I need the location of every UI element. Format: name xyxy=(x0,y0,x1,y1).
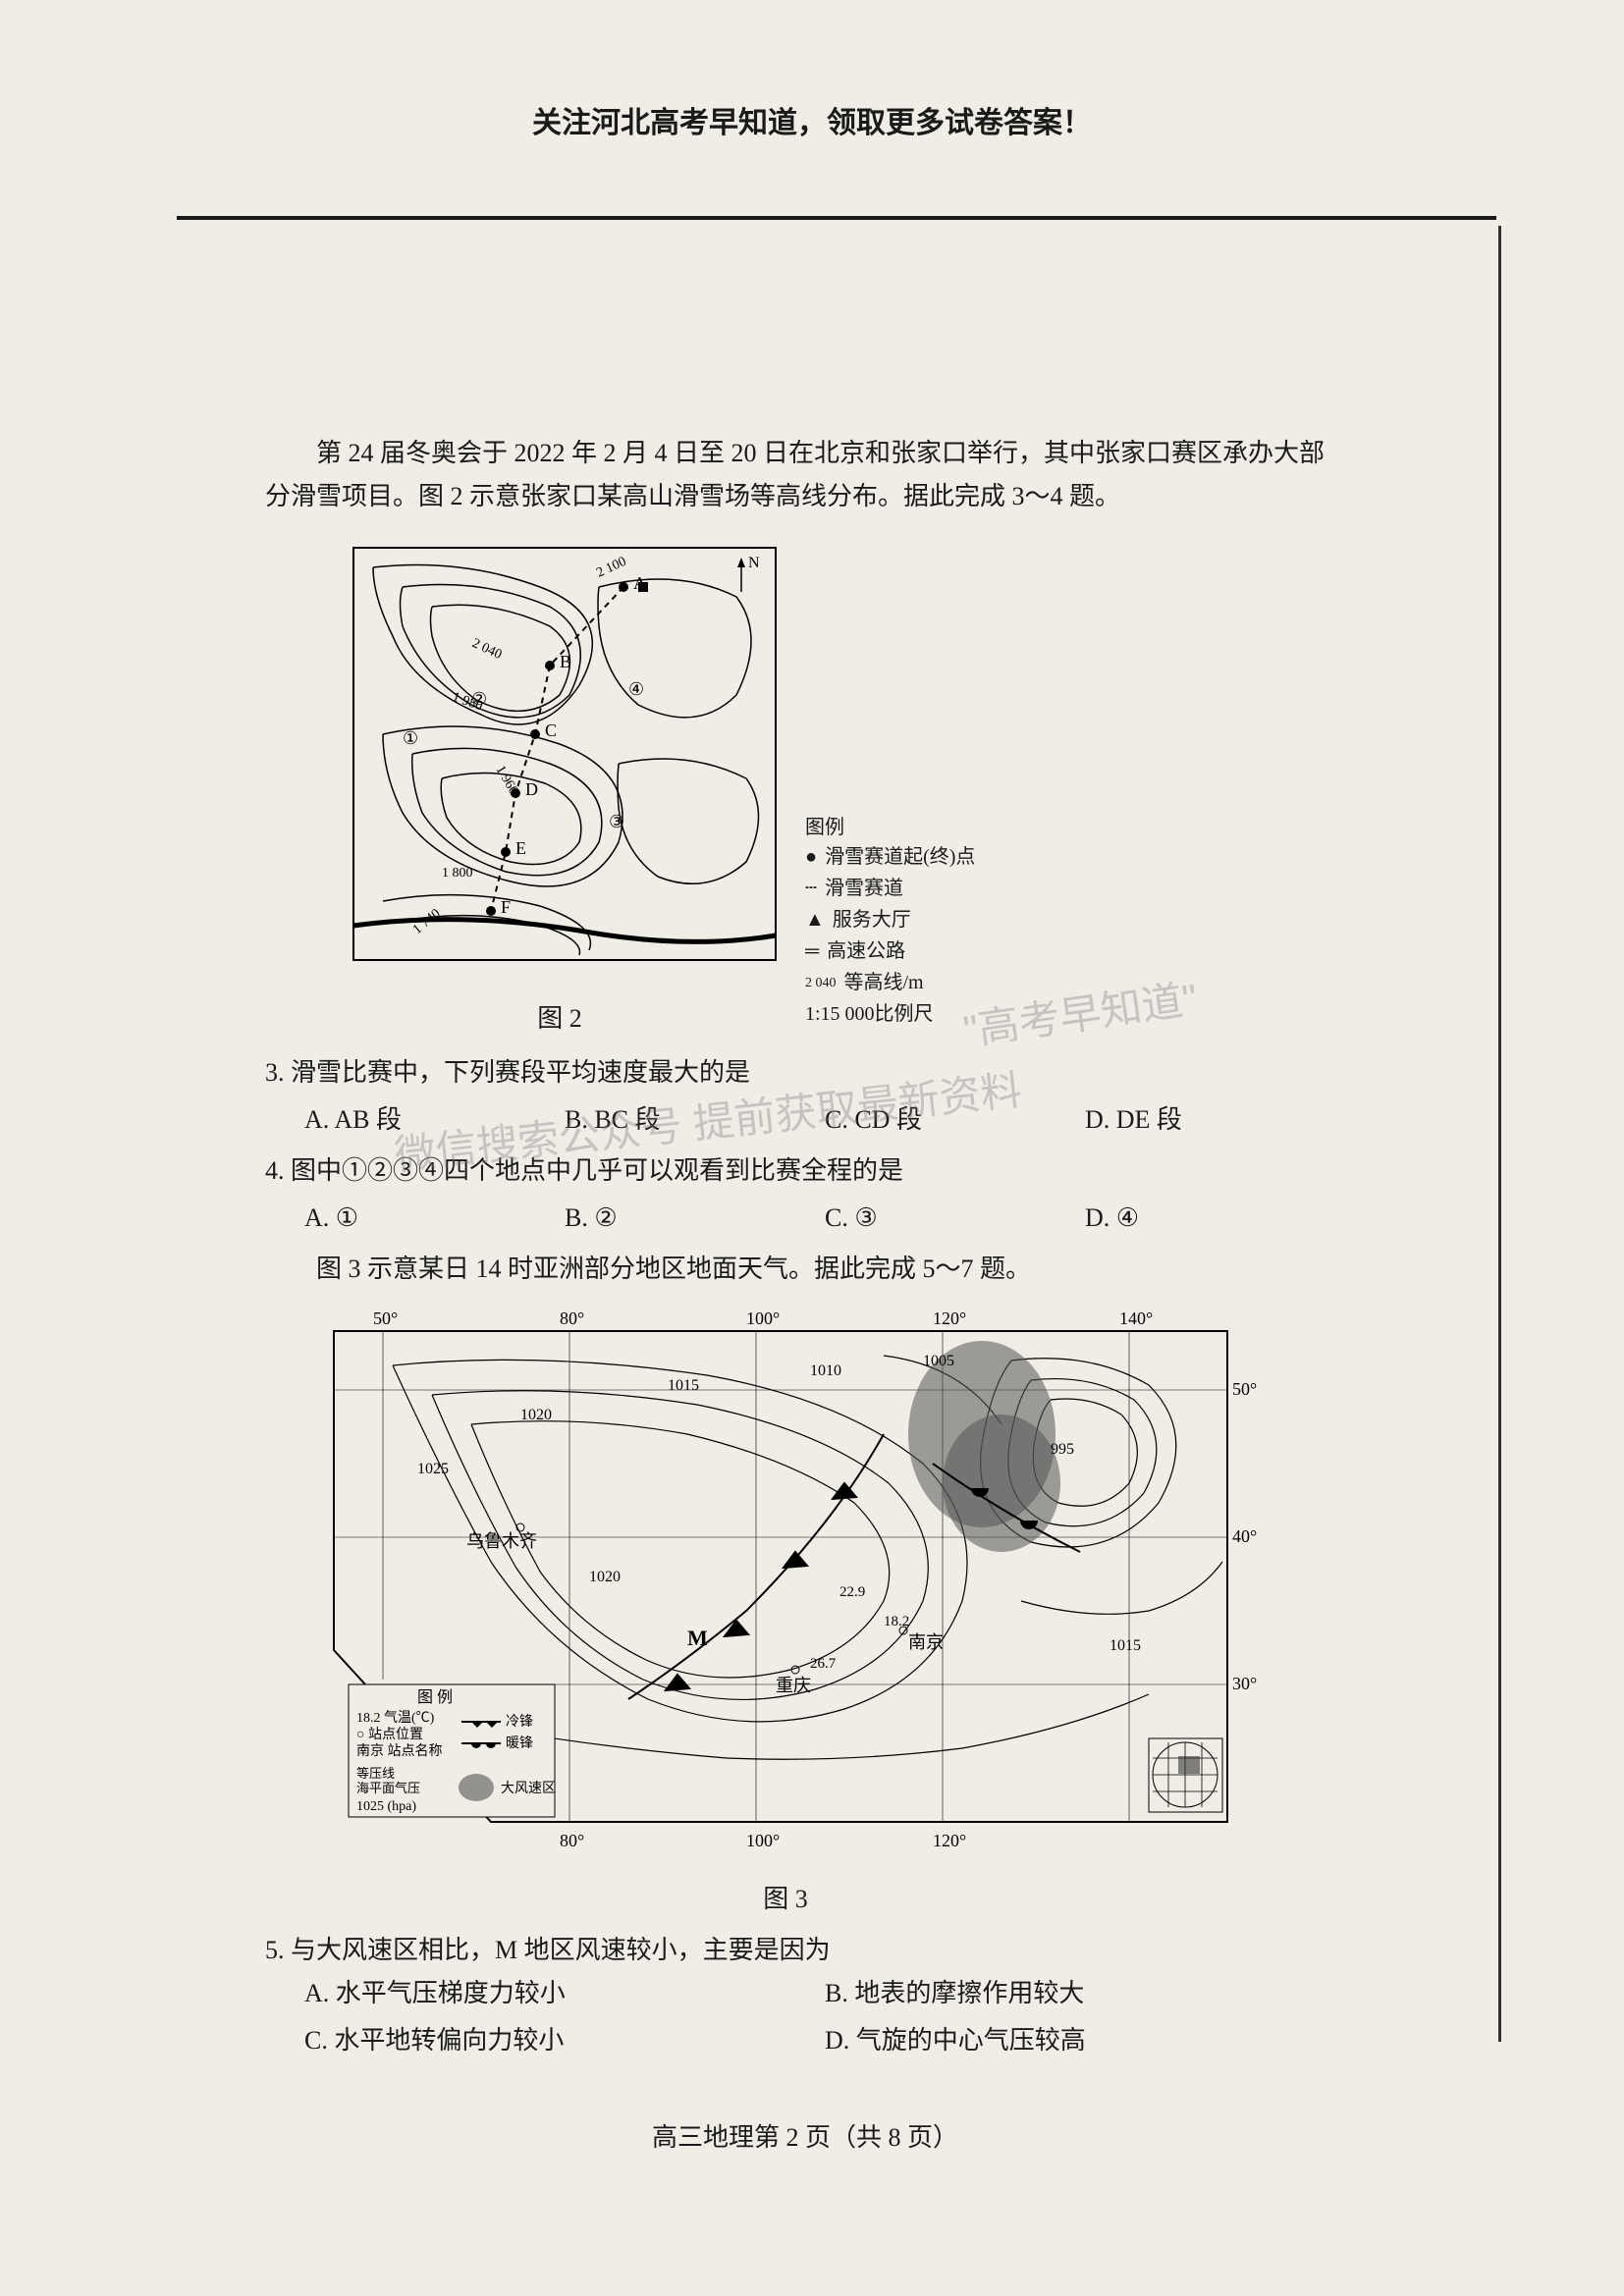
figure3-intro: 图 3 示意某日 14 时亚洲部分地区地面天气。据此完成 5～7 题。 xyxy=(265,1248,1345,1291)
svg-text:南京 站点名称: 南京 站点名称 xyxy=(356,1743,443,1759)
svg-text:冷锋: 冷锋 xyxy=(506,1714,533,1730)
svg-text:1020: 1020 xyxy=(520,1407,552,1423)
svg-text:大风速区: 大风速区 xyxy=(501,1781,556,1796)
svg-text:1005: 1005 xyxy=(923,1353,954,1369)
svg-text:D: D xyxy=(525,779,538,799)
page-footer: 高三地理第 2 页（共 8 页） xyxy=(265,2116,1345,2160)
question-3-options: A. AB 段 B. BC 段 C. CD 段 D. DE 段 xyxy=(265,1098,1345,1142)
main-content: 第 24 届冬奥会于 2022 年 2 月 4 日至 20 日在北京和张家口举行… xyxy=(265,432,1345,2161)
svg-text:2 040: 2 040 xyxy=(469,636,504,663)
svg-text:2 100: 2 100 xyxy=(594,555,628,581)
svg-text:22.9: 22.9 xyxy=(839,1584,865,1600)
svg-text:1020: 1020 xyxy=(589,1569,621,1585)
question-5-options: A. 水平气压梯度力较小 B. 地表的摩擦作用较大 C. 水平地转偏向力较小 D… xyxy=(265,1972,1345,2062)
svg-text:N: N xyxy=(748,555,760,571)
q4-opt-b: B. ② xyxy=(565,1197,825,1240)
svg-text:18.2 气温(℃): 18.2 气温(℃) xyxy=(356,1710,435,1726)
page-edge-line xyxy=(1498,226,1501,2042)
svg-text:18.2: 18.2 xyxy=(884,1614,909,1629)
svg-text:④: ④ xyxy=(628,679,644,699)
svg-text:暖锋: 暖锋 xyxy=(506,1735,533,1751)
q3-opt-a: A. AB 段 xyxy=(304,1098,565,1142)
svg-text:80°: 80° xyxy=(560,1308,584,1328)
svg-text:120°: 120° xyxy=(933,1831,966,1850)
svg-text:120°: 120° xyxy=(933,1308,966,1328)
contour-map-svg: A B C D E F ① ② ③ ④ 2 100 2 040 1 980 1 … xyxy=(344,538,795,989)
q3-opt-b: B. BC 段 xyxy=(565,1098,825,1142)
q4-opt-c: C. ③ xyxy=(825,1197,1085,1240)
svg-text:1 740: 1 740 xyxy=(410,907,444,938)
q5-opt-c: C. 水平地转偏向力较小 xyxy=(304,2019,825,2062)
figure-3: 50° 80° 100° 120° 140° 50° 40° 30° 80° 1… xyxy=(295,1307,1345,1921)
svg-text:1015: 1015 xyxy=(1110,1637,1141,1654)
svg-text:80°: 80° xyxy=(560,1831,584,1850)
svg-text:B: B xyxy=(560,652,571,671)
figure-2: A B C D E F ① ② ③ ④ 2 100 2 040 1 980 1 … xyxy=(344,538,1345,1041)
weather-map-svg: 50° 80° 100° 120° 140° 50° 40° 30° 80° 1… xyxy=(295,1307,1276,1856)
svg-text:1025: 1025 xyxy=(417,1461,449,1477)
svg-text:26.7: 26.7 xyxy=(810,1656,837,1672)
svg-text:乌鲁木齐: 乌鲁木齐 xyxy=(466,1531,537,1551)
svg-text:E: E xyxy=(515,838,526,858)
horizontal-rule xyxy=(177,216,1496,220)
svg-text:③: ③ xyxy=(609,812,624,831)
svg-text:等压线: 等压线 xyxy=(356,1766,395,1781)
svg-text:①: ① xyxy=(403,728,418,748)
svg-text:重庆: 重庆 xyxy=(776,1676,811,1695)
svg-text:南京: 南京 xyxy=(908,1632,944,1652)
q3-opt-c: C. CD 段 xyxy=(825,1098,1085,1142)
intro-paragraph: 第 24 届冬奥会于 2022 年 2 月 4 日至 20 日在北京和张家口举行… xyxy=(265,432,1345,518)
svg-text:1025 (hpa): 1025 (hpa) xyxy=(356,1799,416,1814)
svg-text:100°: 100° xyxy=(746,1308,780,1328)
svg-text:100°: 100° xyxy=(746,1831,780,1850)
q4-opt-a: A. ① xyxy=(304,1197,565,1240)
page-header: 关注河北高考早知道，领取更多试卷答案！ xyxy=(0,0,1624,141)
svg-text:M: M xyxy=(687,1626,708,1650)
svg-text:1 960: 1 960 xyxy=(493,764,521,798)
svg-text:1010: 1010 xyxy=(810,1362,841,1379)
svg-text:30°: 30° xyxy=(1232,1674,1257,1693)
figure3-caption: 图 3 xyxy=(295,1878,1276,1921)
svg-text:40°: 40° xyxy=(1232,1526,1257,1546)
svg-text:C: C xyxy=(545,721,557,740)
svg-text:F: F xyxy=(501,897,511,917)
svg-text:○ 站点位置: ○ 站点位置 xyxy=(356,1727,423,1742)
svg-text:1015: 1015 xyxy=(668,1377,699,1394)
q5-opt-d: D. 气旋的中心气压较高 xyxy=(825,2019,1345,2062)
figure2-legend: 图例 ●滑雪赛道起(终)点 ┄滑雪赛道 ▲服务大厅 ═高速公路 2 040等高线… xyxy=(805,813,975,1031)
q3-opt-d: D. DE 段 xyxy=(1085,1098,1345,1142)
question-4-options: A. ① B. ② C. ③ D. ④ xyxy=(265,1197,1345,1240)
svg-text:140°: 140° xyxy=(1119,1308,1153,1328)
figure2-caption: 图 2 xyxy=(344,997,776,1041)
q5-opt-a: A. 水平气压梯度力较小 xyxy=(304,1972,825,2015)
svg-text:图 例: 图 例 xyxy=(417,1688,453,1706)
svg-text:1 800: 1 800 xyxy=(442,866,473,881)
svg-text:995: 995 xyxy=(1051,1441,1074,1458)
question-3-stem: 3. 滑雪比赛中，下列赛段平均速度最大的是 xyxy=(265,1051,1345,1095)
question-4-stem: 4. 图中①②③④四个地点中几乎可以观看到比赛全程的是 xyxy=(265,1149,1345,1193)
question-5-stem: 5. 与大风速区相比，M 地区风速较小，主要是因为 xyxy=(265,1929,1345,1972)
q5-opt-b: B. 地表的摩擦作用较大 xyxy=(825,1972,1345,2015)
q4-opt-d: D. ④ xyxy=(1085,1197,1345,1240)
svg-text:50°: 50° xyxy=(1232,1379,1257,1399)
legend-title: 图例 xyxy=(805,813,975,842)
svg-text:50°: 50° xyxy=(373,1308,398,1328)
svg-text:海平面气压: 海平面气压 xyxy=(356,1781,420,1795)
